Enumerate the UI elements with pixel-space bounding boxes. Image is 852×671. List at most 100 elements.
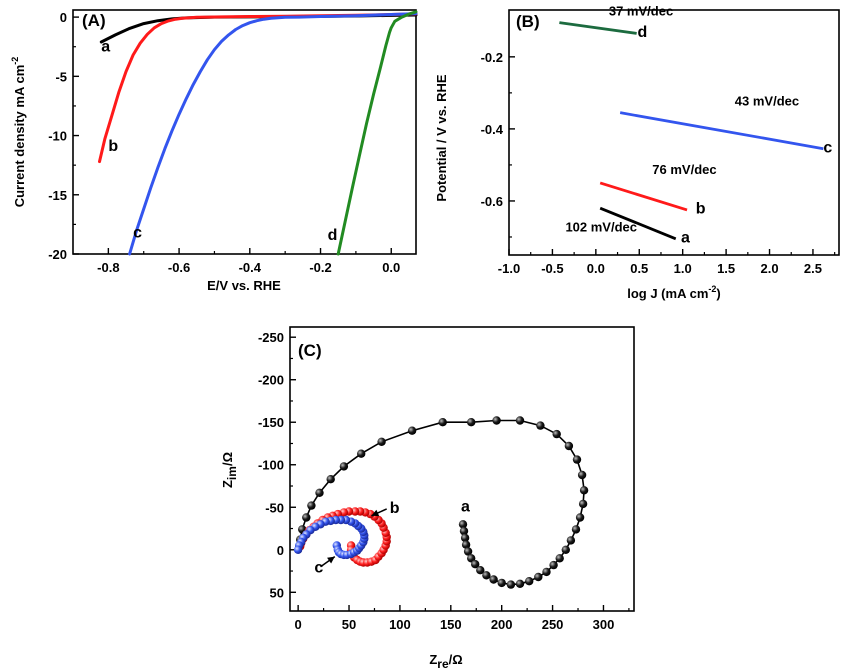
panel-b-label: (B) — [516, 12, 540, 31]
panel-c-x-axis-title-end: /Ω — [449, 652, 463, 667]
x-tick-label: -0.5 — [541, 261, 563, 276]
data-point-a — [564, 441, 574, 451]
tafel-line-a — [599, 206, 677, 241]
panel-b-x-axis-title-main: log J (mA cm — [627, 286, 708, 301]
panel-b-x-axis-title-sup: -2 — [708, 284, 716, 294]
data-point-a — [458, 520, 468, 529]
data-point-a — [463, 547, 473, 556]
data-point-a — [497, 578, 506, 588]
panel-b-x-axis-title-end: ) — [716, 286, 720, 301]
x-tick-label: -0.8 — [97, 260, 119, 275]
data-point-a — [536, 421, 545, 430]
data-point-a — [572, 455, 582, 464]
panel-c-y-axis-title-main: Z — [220, 480, 235, 488]
x-tick-label: 0.0 — [382, 260, 400, 275]
arrow-to-c-head — [327, 556, 335, 564]
series-label-c: c — [314, 560, 323, 577]
series-label-a: a — [681, 229, 690, 246]
series-line-b — [98, 12, 418, 164]
series-label-b: b — [108, 138, 118, 155]
series-label-d: d — [638, 24, 648, 41]
data-point-a — [492, 416, 501, 425]
data-point-a — [555, 554, 564, 563]
x-tick-label: 150 — [440, 617, 462, 632]
y-tick-label: -15 — [48, 188, 67, 203]
data-point-c — [293, 545, 303, 554]
data-point-a — [506, 580, 516, 589]
data-point-a — [471, 560, 480, 569]
y-tick-label: -200 — [258, 373, 284, 388]
data-point-a — [566, 536, 576, 545]
series-label-a: a — [461, 499, 470, 516]
panel-b-frame — [508, 9, 840, 256]
fit-line-a — [298, 419, 585, 586]
panel-a-y-axis-title-main: Current density mA cm — [12, 65, 27, 208]
data-point-a — [578, 499, 588, 509]
y-tick-label: 50 — [270, 585, 284, 600]
x-tick-label: 0.0 — [587, 261, 605, 276]
data-point-a — [579, 486, 589, 495]
tafel-slope-label-c: 43 mV/dec — [735, 93, 799, 108]
y-tick-label: -10 — [48, 129, 67, 144]
tafel-slope-label-b: 76 mV/dec — [652, 162, 716, 177]
x-tick-label: 0 — [295, 617, 302, 632]
panel-c-y-axis-title: Zim/Ω — [220, 452, 239, 488]
x-tick-label: 0.5 — [630, 261, 648, 276]
data-point-a — [534, 572, 543, 582]
data-point-a — [460, 533, 470, 543]
series-line-c — [128, 12, 418, 256]
y-tick-label: -250 — [258, 330, 284, 345]
y-tick-label: 0 — [60, 10, 67, 25]
tafel-line-d — [559, 21, 637, 35]
x-tick-label: 100 — [389, 617, 411, 632]
data-point-b — [350, 507, 360, 516]
data-point-a — [307, 501, 316, 510]
data-point-a — [542, 567, 551, 577]
series-line-d — [336, 10, 418, 256]
data-point-a — [515, 416, 525, 425]
y-tick-label: -0.2 — [481, 50, 503, 65]
data-point-a — [357, 449, 366, 458]
data-point-a — [552, 429, 561, 439]
data-point-a — [326, 475, 335, 484]
panel-c-y-axis-title-sub: im — [225, 466, 239, 480]
y-tick-label: -150 — [258, 415, 284, 430]
x-tick-label: 50 — [342, 617, 356, 632]
y-tick-label: -100 — [258, 458, 284, 473]
data-point-a — [482, 571, 491, 580]
panel-a-y-axis-title: Current density mA cm-2 — [10, 57, 27, 208]
y-tick-label: -50 — [265, 500, 284, 515]
data-point-a — [377, 437, 386, 446]
data-point-a — [577, 470, 587, 480]
panel-a-frame — [72, 9, 417, 255]
data-point-a — [561, 545, 570, 554]
data-point-a — [467, 418, 476, 427]
data-point-a — [339, 462, 349, 471]
series-label-c: c — [133, 224, 142, 241]
x-tick-label: 2.5 — [804, 261, 822, 276]
x-tick-label: -0.4 — [239, 260, 262, 275]
tafel-slope-label-a: 102 mV/dec — [565, 220, 637, 235]
panel-c-y-axis-title-end: /Ω — [220, 452, 235, 466]
data-point-a — [575, 513, 585, 522]
y-tick-label: -0.4 — [481, 122, 504, 137]
data-point-a — [467, 554, 476, 563]
x-tick-label: 1.0 — [674, 261, 692, 276]
panel-c-frame — [289, 326, 635, 612]
panel-c-x-axis-title-main: Z — [429, 652, 437, 667]
data-point-a — [461, 540, 471, 549]
panel-c-x-axis-title: Zre/Ω — [429, 652, 462, 671]
panel-b-y-axis-title: Potential / V vs. RHE — [434, 74, 449, 201]
x-tick-label: 2.0 — [760, 261, 778, 276]
series-label-d: d — [328, 227, 338, 244]
tafel-slope-label-d: 37 mV/dec — [609, 3, 673, 18]
y-tick-label: -5 — [55, 69, 67, 84]
panel-a-chart: -0.8 -0.6 -0.4 -0.2 0.0 0 -5 -10 -15 -20 a b c d (A)… — [10, 9, 418, 293]
data-point-a — [549, 560, 558, 570]
data-point-a — [315, 488, 324, 497]
x-tick-label: -0.6 — [168, 260, 190, 275]
series-label-b: b — [390, 500, 400, 517]
x-tick-label: 200 — [491, 617, 513, 632]
x-tick-label: 300 — [593, 617, 615, 632]
